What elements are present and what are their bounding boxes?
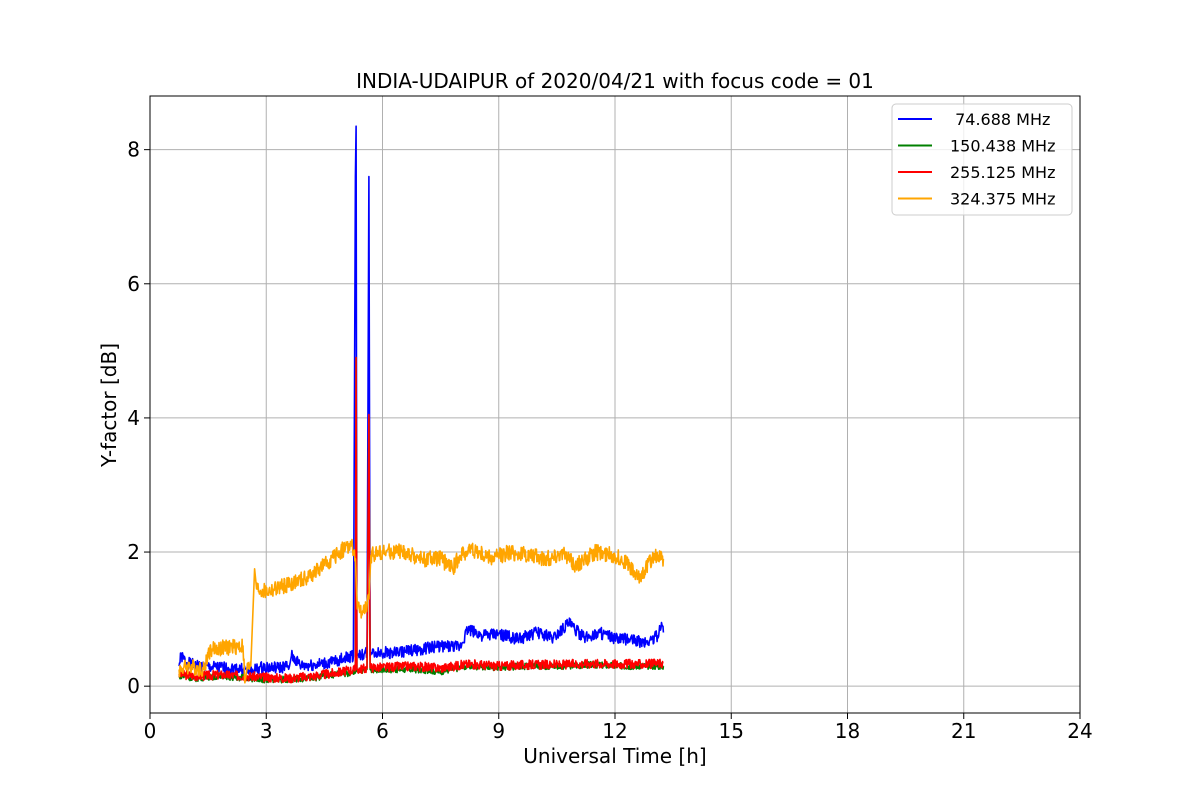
- x-tick-label: 9: [492, 719, 505, 743]
- y-tick-label: 6: [127, 272, 140, 296]
- y-axis-ticks: 0 2 4 6 8: [127, 138, 150, 698]
- x-axis-label: Universal Time [h]: [523, 744, 706, 768]
- plot-series: [178, 125, 665, 684]
- y-tick-label: 8: [127, 138, 140, 162]
- x-tick-label: 12: [602, 719, 627, 743]
- legend: 74.688 MHz 150.438 MHz 255.125 MHz 324.375 …: [891, 103, 1073, 216]
- x-tick-label: 18: [835, 719, 860, 743]
- series-line-3: [178, 356, 664, 684]
- x-tick-label: 6: [376, 719, 389, 743]
- x-tick-label: 24: [1067, 719, 1092, 743]
- series-line-1: [178, 125, 665, 678]
- legend-box: [891, 103, 1073, 216]
- y-tick-label: 4: [127, 406, 140, 430]
- x-tick-label: 3: [260, 719, 273, 743]
- chart-title: INDIA-UDAIPUR of 2020/04/21 with focus c…: [356, 69, 874, 93]
- y-axis-label: Y-factor [dB]: [97, 343, 121, 468]
- x-tick-label: 21: [951, 719, 976, 743]
- series-line-4: [178, 538, 665, 684]
- legend-label-1: 74.688 MHz: [950, 110, 1050, 129]
- y-tick-label: 0: [127, 674, 140, 698]
- legend-label-2: 150.438 MHz: [950, 137, 1055, 156]
- legend-label-4: 324.375 MHz: [950, 190, 1055, 209]
- x-tick-label: 0: [144, 719, 157, 743]
- x-tick-label: 15: [719, 719, 744, 743]
- legend-label-3: 255.125 MHz: [950, 163, 1055, 182]
- x-axis-ticks: 0 3 6 9 12 15 18 21 24: [144, 713, 1093, 743]
- y-tick-label: 2: [127, 540, 140, 564]
